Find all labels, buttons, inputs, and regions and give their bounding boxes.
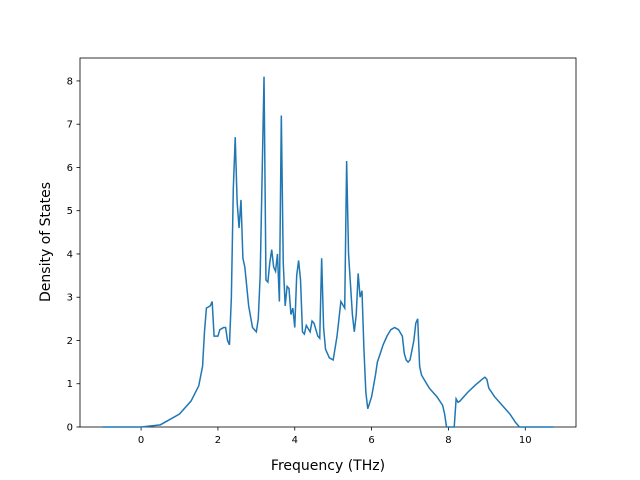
y-tick-label: 7 bbox=[67, 120, 73, 131]
plot-frame bbox=[79, 57, 577, 428]
data-line bbox=[102, 76, 554, 428]
x-tick-label: 8 bbox=[445, 435, 451, 446]
y-tick-label: 0 bbox=[67, 423, 73, 434]
y-axis-label: Density of States bbox=[38, 182, 54, 302]
x-tick-label: 10 bbox=[519, 435, 532, 446]
y-tick-label: 4 bbox=[67, 249, 73, 260]
x-tick-label: 0 bbox=[138, 435, 144, 446]
y-tick-label: 2 bbox=[67, 336, 73, 347]
x-tick-label: 2 bbox=[215, 435, 221, 446]
x-tick-label: 6 bbox=[368, 435, 374, 446]
x-tick-label: 4 bbox=[292, 435, 298, 446]
y-tick-label: 3 bbox=[67, 293, 73, 304]
y-tick-label: 6 bbox=[67, 163, 73, 174]
y-tick-label: 8 bbox=[67, 76, 73, 87]
y-tick-label: 5 bbox=[67, 206, 73, 217]
x-axis-label: Frequency (THz) bbox=[271, 458, 385, 474]
y-tick-label: 1 bbox=[67, 379, 73, 390]
